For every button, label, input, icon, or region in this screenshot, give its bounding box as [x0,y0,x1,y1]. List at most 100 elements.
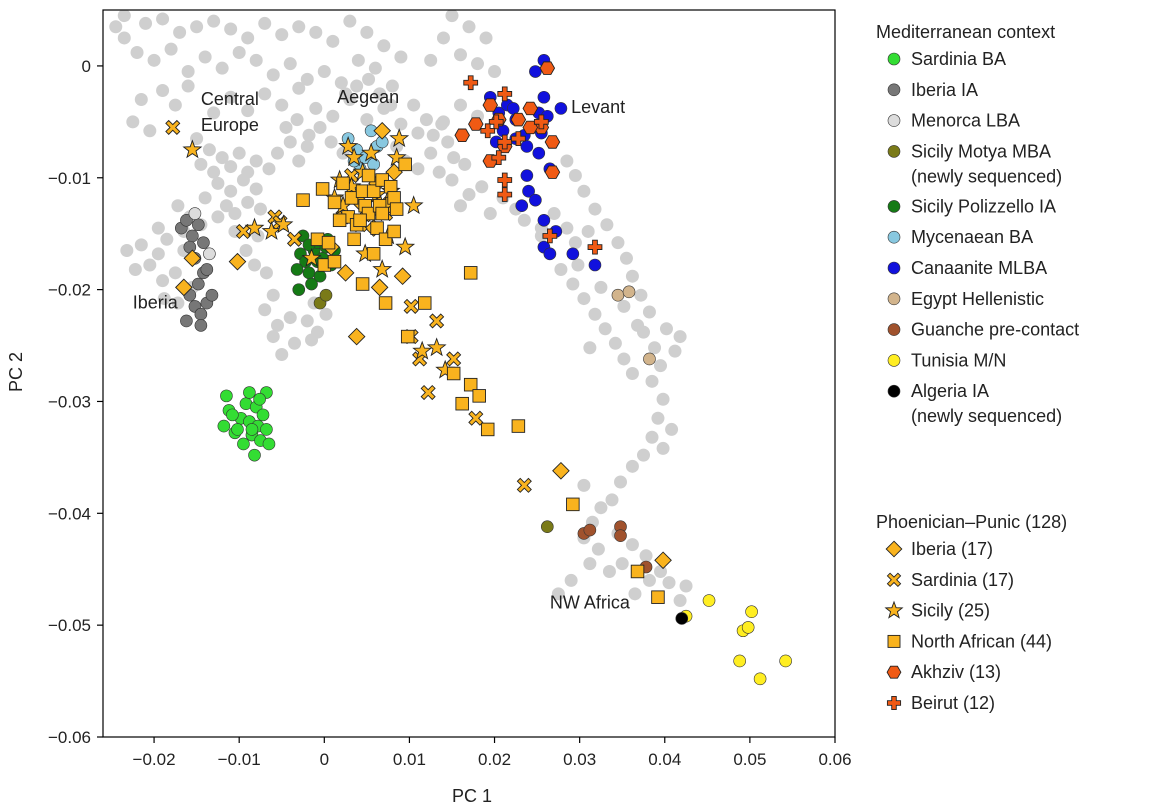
x-tick-label: 0 [320,750,329,769]
data-point [779,654,792,668]
region-annotation: Iberia [133,293,179,313]
data-point [353,213,367,228]
background-sample-point [547,207,561,221]
legend-marker [887,292,901,306]
data-point [537,213,551,227]
background-sample-point [266,68,280,82]
data-point [262,437,276,451]
data-point [510,131,526,147]
data-point [347,327,366,346]
background-sample-point [211,210,225,224]
legend-label: Menorca LBA [911,111,1020,131]
data-point [753,672,767,686]
background-sample-point [309,101,323,115]
background-sample-point [560,154,574,168]
legend-item: Akhziv (13) [886,662,1001,682]
data-point [245,423,259,436]
legend-item: Iberia (17) [885,539,993,559]
background-sample-point [360,113,374,127]
background-sample-point [156,84,170,98]
legend-item: Sardinia BA [887,49,1006,69]
background-sample-point [598,322,612,336]
series-egypt-hellenistic [611,285,656,366]
region-annotation: Central [201,89,259,109]
background-sample-point [453,98,467,112]
background-sample-point [636,448,650,462]
background-sample-point [279,120,293,134]
background-sample-point [479,31,493,45]
region-annotation: NW Africa [550,592,631,612]
background-sample-point [249,182,263,196]
data-point [366,184,381,198]
series-north-african-44- [296,157,665,604]
data-point [355,277,370,291]
background-sample-point [241,31,255,45]
data-point [520,169,534,182]
background-sample-point [588,307,602,321]
background-sample-point [283,311,297,325]
background-sample-point [249,53,263,67]
data-point [480,422,495,437]
background-sample-point [447,151,461,165]
x-tick-label: −0.02 [133,750,176,769]
legend-marker [886,665,902,679]
legend-label-note: (newly sequenced) [911,166,1062,186]
background-sample-point [302,128,316,142]
background-sample-point [241,195,255,209]
background-sample-point [631,318,645,332]
background-sample-point [224,160,238,174]
legend-marker [887,230,901,244]
background-sample-point [300,314,314,328]
background-sample-point [577,184,591,198]
data-point [472,389,486,403]
series-tunisia-m-n [679,594,792,686]
background-sample-point [143,258,157,272]
data-point [733,654,746,668]
data-point [188,207,202,220]
data-point [537,90,551,104]
data-point [226,408,239,422]
data-point [273,214,294,234]
legend-item: Tunisia M/N [887,350,1006,370]
data-point [286,231,303,247]
legend-marker [887,634,901,648]
region-annotation: Europe [201,115,259,135]
background-sample-point [445,10,459,23]
legend-marker [886,572,902,588]
legend-item: Algeria IA (newly sequenced) [887,381,1062,426]
legend-label: Mycenaean BA [911,227,1033,247]
legend-marker [886,695,902,711]
background-sample-point [275,98,289,112]
background-sample-point [181,79,195,93]
data-point [378,296,393,310]
legend-item: Egypt Hellenistic [887,289,1044,309]
background-sample-point [362,72,376,86]
data-point [426,337,447,357]
legend-item: North African (44) [887,631,1052,651]
data-point [522,184,535,198]
data-point [510,112,527,127]
background-sample-point [168,98,182,112]
data-point [194,307,208,321]
background-sample-point [360,25,374,39]
data-point [375,206,389,221]
background-sample-point [628,587,642,601]
data-point [463,75,479,91]
data-point [522,120,539,135]
data-point [417,296,432,310]
background-sample-point [617,352,631,366]
legend-label: Akhziv (13) [911,662,1001,682]
background-sample-point [411,162,425,176]
background-sample-point [207,106,221,120]
background-sample-point [134,92,148,106]
data-point [516,477,532,493]
background-sample-point [517,213,531,227]
legend-marker [887,52,901,66]
data-point [327,254,342,269]
background-sample-point [258,87,272,101]
background-sample-point [424,146,438,160]
data-point [588,258,602,272]
legend-label: Sicily Polizzello IA [911,196,1056,216]
background-sample-point [588,202,602,216]
